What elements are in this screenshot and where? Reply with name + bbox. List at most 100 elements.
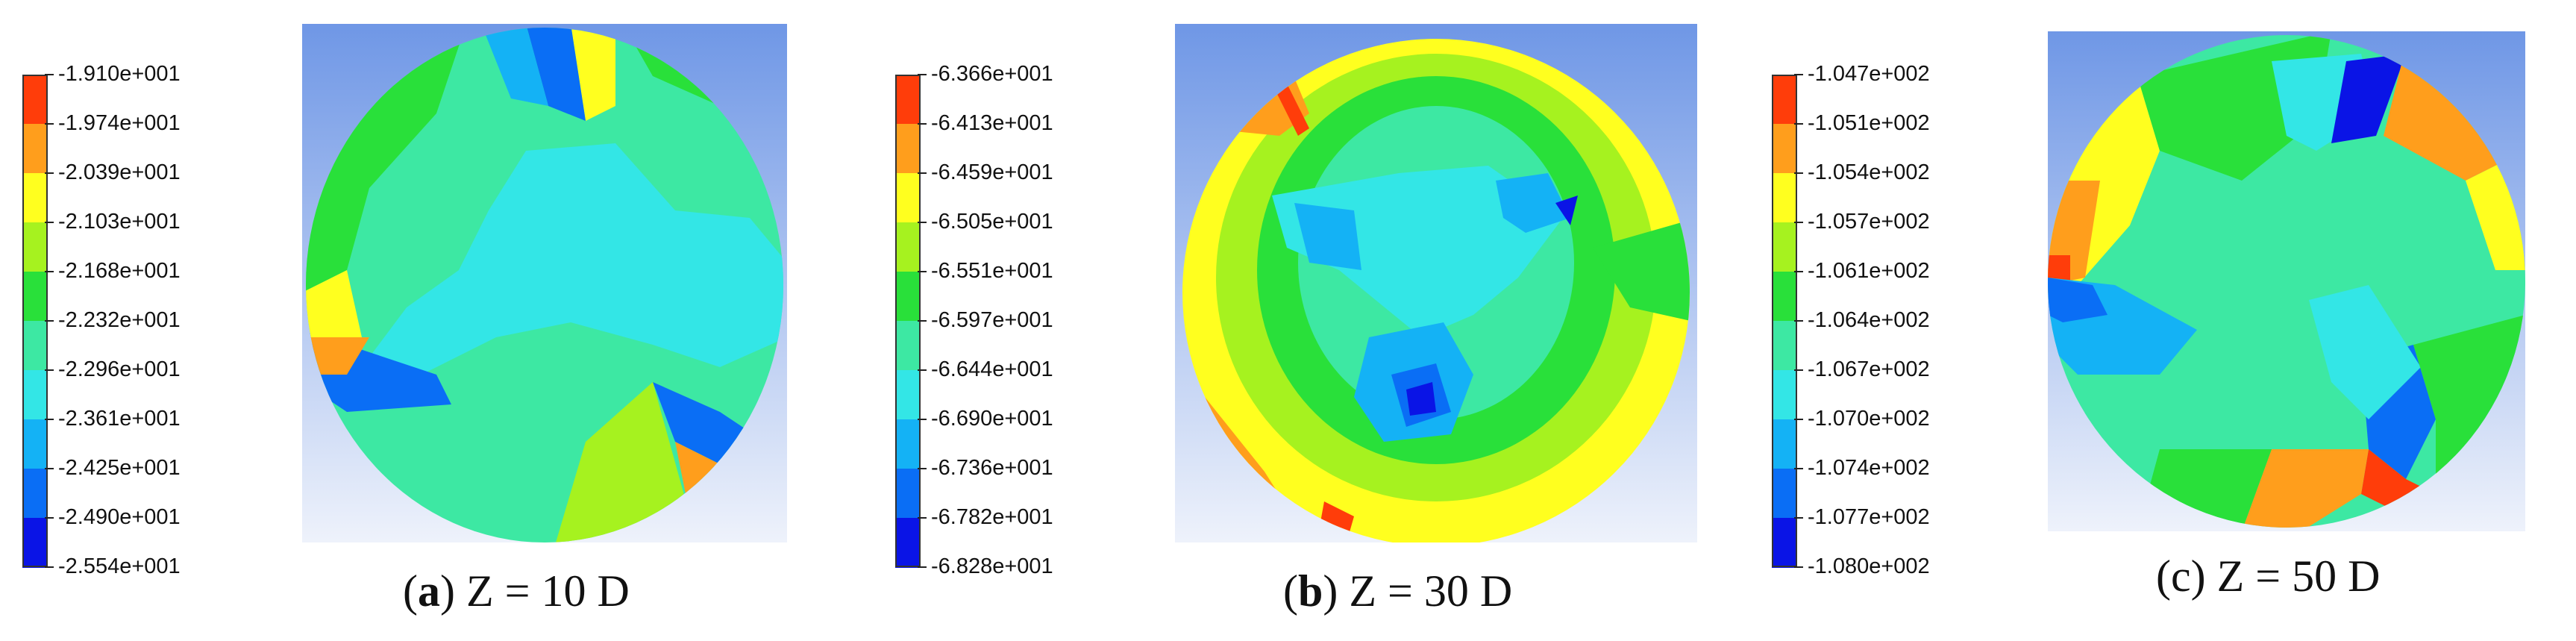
legend-swatch (22, 124, 48, 174)
legend-swatch (895, 272, 921, 322)
legend-swatch (22, 419, 48, 469)
legend-tick (1794, 517, 1803, 519)
legend-swatch (895, 173, 921, 223)
legend-swatch (22, 272, 48, 322)
caption-c: (c) Z = 50 D (2156, 551, 2381, 601)
legend-label: -1.080e+002 (1808, 554, 1930, 578)
legend-tick (1794, 468, 1803, 469)
legend-swatch (895, 321, 921, 371)
legend-tick (918, 320, 927, 322)
legend-tick (918, 468, 927, 469)
legend-tick (918, 517, 927, 519)
legend-label: -1.057e+002 (1808, 210, 1930, 234)
legend-swatch (1772, 370, 1797, 420)
legend-frame (22, 75, 48, 567)
legend-label: -2.232e+001 (58, 308, 181, 332)
legend-tick (1794, 419, 1803, 420)
legend-swatch (1772, 75, 1797, 125)
legend-swatch (1772, 173, 1797, 223)
legend-label: -1.974e+001 (58, 111, 181, 135)
caption-b: (b) Z = 30 D (1283, 566, 1513, 616)
legend-label: -6.413e+001 (931, 111, 1053, 135)
legend-tick (918, 222, 927, 223)
legend-label: -2.039e+001 (58, 160, 181, 184)
legend-label: -6.459e+001 (931, 160, 1053, 184)
legend-tick (45, 123, 54, 125)
legend-tick (1794, 369, 1803, 371)
legend-tick (1794, 566, 1803, 568)
legend-tick (1794, 74, 1803, 75)
legend-swatch (22, 518, 48, 568)
legend-swatch (22, 75, 48, 125)
legend-frame (895, 75, 921, 567)
legend-tick (918, 123, 927, 125)
legend-label: -1.047e+002 (1808, 62, 1930, 86)
legend-label: -2.361e+001 (58, 407, 181, 431)
legend-tick (45, 172, 54, 174)
legend-tick (918, 74, 927, 75)
legend-label: -1.051e+002 (1808, 111, 1930, 135)
legend-tick (918, 172, 927, 174)
legend-label: -2.425e+001 (58, 456, 181, 480)
legend-label: -1.070e+002 (1808, 407, 1930, 431)
legend-tick (45, 566, 54, 568)
legend-tick (45, 320, 54, 322)
legend-swatch (895, 518, 921, 568)
legend-label: -1.077e+002 (1808, 505, 1930, 529)
legend-swatch (1772, 518, 1797, 568)
legend-tick (1794, 271, 1803, 272)
legend-tick (45, 517, 54, 519)
legend-swatch (1772, 469, 1797, 519)
legend-label: -6.828e+001 (931, 554, 1053, 578)
legend-swatch (1772, 222, 1797, 272)
legend-label: -2.168e+001 (58, 259, 181, 283)
legend-swatch (895, 124, 921, 174)
legend-swatch (1772, 419, 1797, 469)
legend-swatch (22, 370, 48, 420)
legend-label: -2.296e+001 (58, 357, 181, 381)
legend-label: -6.366e+001 (931, 62, 1053, 86)
legend-label: -6.597e+001 (931, 308, 1053, 332)
caption-a: (a) Z = 10 D (403, 566, 630, 616)
contour-plot-a (302, 24, 787, 542)
legend-label: -6.782e+001 (931, 505, 1053, 529)
legend-swatch (895, 75, 921, 125)
legend-tick (918, 566, 927, 568)
legend-label: -2.490e+001 (58, 505, 181, 529)
legend-tick (45, 419, 54, 420)
legend-frame (1772, 75, 1797, 567)
legend-swatch (895, 419, 921, 469)
contour-plot-c (2048, 31, 2525, 531)
legend-tick (918, 419, 927, 420)
legend-tick (45, 468, 54, 469)
legend-tick (45, 271, 54, 272)
legend-tick (918, 369, 927, 371)
legend-label: -1.067e+002 (1808, 357, 1930, 381)
legend-label: -6.505e+001 (931, 210, 1053, 234)
legend-label: -6.644e+001 (931, 357, 1053, 381)
legend-label: -6.736e+001 (931, 456, 1053, 480)
legend-swatch (22, 469, 48, 519)
legend-tick (45, 369, 54, 371)
legend-tick (1794, 172, 1803, 174)
legend-label: -2.103e+001 (58, 210, 181, 234)
legend-swatch (22, 222, 48, 272)
legend-tick (918, 271, 927, 272)
legend-label: -6.690e+001 (931, 407, 1053, 431)
legend-tick (1794, 222, 1803, 223)
legend-swatch (895, 222, 921, 272)
legend-tick (45, 74, 54, 75)
legend-label: -2.554e+001 (58, 554, 181, 578)
legend-label: -1.064e+002 (1808, 308, 1930, 332)
legend-swatch (895, 469, 921, 519)
legend-tick (1794, 320, 1803, 322)
legend-label: -1.910e+001 (58, 62, 181, 86)
legend-tick (1794, 123, 1803, 125)
legend-swatch (1772, 272, 1797, 322)
legend-label: -1.074e+002 (1808, 456, 1930, 480)
legend-swatch (895, 370, 921, 420)
legend-label: -1.061e+002 (1808, 259, 1930, 283)
legend-swatch (1772, 321, 1797, 371)
legend-swatch (22, 173, 48, 223)
legend-swatch (1772, 124, 1797, 174)
